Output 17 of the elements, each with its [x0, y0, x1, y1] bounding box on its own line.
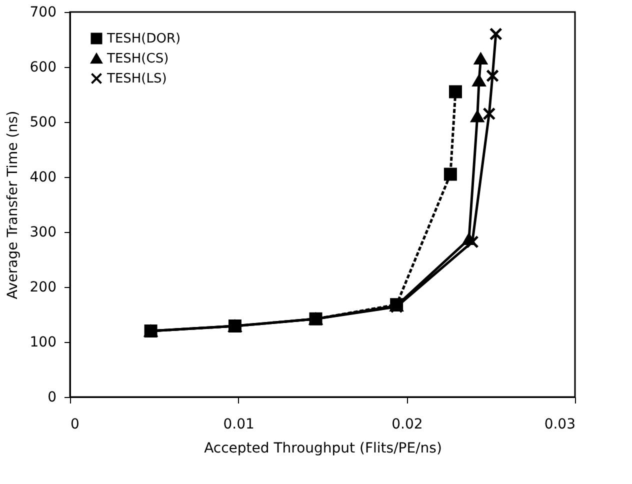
- x-tick-label: 0.02: [392, 416, 423, 432]
- y-tick-label: 700: [30, 4, 56, 20]
- y-tick-label: 400: [30, 170, 56, 186]
- y-tick-label: 0: [48, 390, 56, 406]
- legend-label: TESH(LS): [106, 72, 167, 86]
- x-tick-label: 0: [70, 416, 80, 432]
- y-tick-label: 500: [30, 114, 56, 130]
- x-tick-label: 0.03: [544, 416, 576, 432]
- y-tick-label: 600: [30, 60, 56, 76]
- y-tick-label: 200: [30, 280, 56, 296]
- y-tick-label: 300: [30, 224, 56, 240]
- x-tick-label: 0.01: [223, 416, 254, 432]
- x-axis-title: Accepted Throughput (Flits/PE/ns): [204, 440, 442, 456]
- legend-label: TESH(DOR): [106, 32, 181, 46]
- legend-label: TESH(CS): [106, 52, 169, 66]
- y-tick-label: 100: [30, 334, 56, 350]
- y-axis-title: Average Transfer Time (ns): [4, 110, 21, 300]
